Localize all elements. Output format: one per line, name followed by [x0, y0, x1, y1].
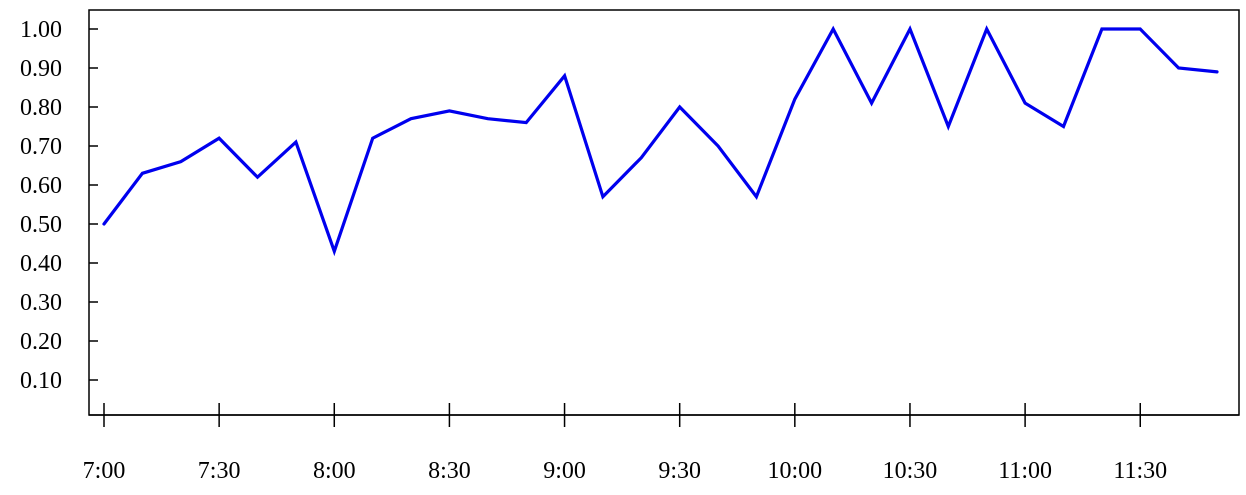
- y-tick-label: 0.20: [20, 329, 62, 355]
- x-tick-label: 11:30: [1113, 458, 1167, 484]
- x-tick-label: 11:00: [998, 458, 1052, 484]
- y-axis: 0.10 0.20 0.30 0.40 0.50 0.60 0.70 0.80 0.90 1.00: [20, 17, 98, 394]
- y-tick-label: 1.00: [20, 17, 62, 43]
- x-tick-label: 7:30: [198, 458, 241, 484]
- y-tick-label: 0.80: [20, 95, 62, 121]
- x-tick-label: 7:00: [83, 458, 126, 484]
- y-tick-label: 0.60: [20, 173, 62, 199]
- x-tick-label: 10:00: [767, 458, 822, 484]
- x-tick-label: 8:30: [428, 458, 471, 484]
- x-tick-label: 9:00: [543, 458, 586, 484]
- y-tick-label: 0.90: [20, 56, 62, 82]
- y-tick-label: 0.30: [20, 290, 62, 316]
- y-tick-label: 0.10: [20, 368, 62, 394]
- series-line: [102, 25, 1219, 257]
- series-layer: [102, 25, 1219, 257]
- x-tick-label: 10:30: [883, 458, 938, 484]
- x-axis: 7:00 7:30 8:00 8:30 9:00 9:30 10:00 10:30 11:00 1…: [83, 403, 1239, 484]
- x-tick-label: 9:30: [658, 458, 701, 484]
- x-tick-label: 8:00: [313, 458, 356, 484]
- y-tick-label: 0.40: [20, 251, 62, 277]
- plot-area-frame: [88, 9, 1240, 416]
- y-tick-label: 0.50: [20, 212, 62, 238]
- y-tick-label: 0.70: [20, 134, 62, 160]
